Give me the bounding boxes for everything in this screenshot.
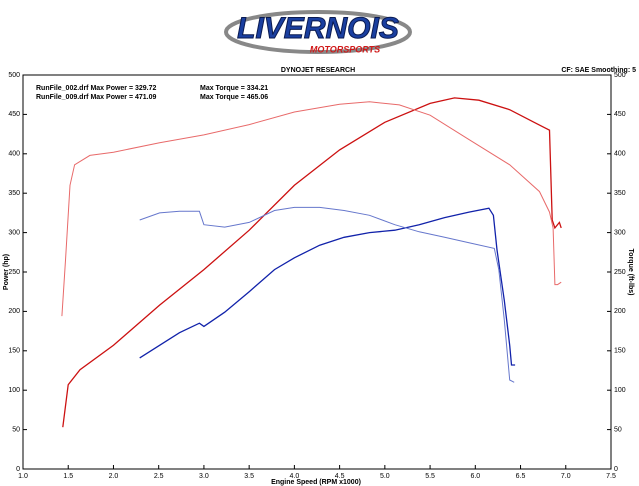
x-tick-label: 4.0 (290, 473, 300, 480)
y-tick-label: 300 (8, 229, 20, 236)
y2-tick-label: 0 (614, 466, 618, 473)
y-tick-label: 450 (8, 111, 20, 118)
x-tick-label: 3.5 (244, 473, 254, 480)
y2-tick-label: 500 (614, 72, 626, 79)
x-axis-title: Engine Speed (RPM x1000) (271, 479, 361, 486)
x-tick-label: 7.5 (606, 473, 616, 480)
x-tick-label: 2.0 (109, 473, 119, 480)
x-tick-label: 1.0 (18, 473, 28, 480)
x-tick-label: 6.0 (470, 473, 480, 480)
x-tick-label: 5.5 (425, 473, 435, 480)
series-line (139, 206, 515, 383)
y2-tick-label: 400 (614, 151, 626, 158)
y2-tick-label: 200 (614, 308, 626, 315)
logo-swoosh (224, 10, 412, 54)
annotation: RunFile_002.drf Max Power = 329.72 (36, 85, 157, 92)
series-line (61, 101, 562, 317)
series-line (139, 207, 516, 366)
y-tick-label: 250 (8, 269, 20, 276)
y-tick-label: 50 (12, 426, 20, 433)
x-tick-label: 4.5 (335, 473, 345, 480)
y2-tick-label: 450 (614, 111, 626, 118)
y2-tick-label: 150 (614, 348, 626, 355)
plot-frame (22, 74, 612, 470)
y-axis-title: Power (hp) (3, 254, 10, 290)
y2-tick-label: 50 (614, 426, 622, 433)
settings-label: CF: SAE Smoothing: 5 (561, 67, 636, 74)
y-tick-label: 400 (8, 151, 20, 158)
x-tick-label: 1.5 (63, 473, 73, 480)
logo: LIVERNOIS MOTORSPORTS (224, 10, 412, 54)
y-tick-label: 150 (8, 348, 20, 355)
y2-tick-label: 250 (614, 269, 626, 276)
y2-tick-label: 350 (614, 190, 626, 197)
x-tick-label: 7.0 (561, 473, 571, 480)
y-tick-label: 350 (8, 190, 20, 197)
y-tick-label: 500 (8, 72, 20, 79)
x-tick-label: 3.0 (199, 473, 209, 480)
y2-axis-title: Torque (ft-lbs) (627, 249, 634, 296)
annotation: Max Torque = 334.21 (200, 85, 268, 92)
chart-title: DYNOJET RESEARCH (281, 67, 355, 74)
annotation: RunFile_009.drf Max Power = 471.09 (36, 94, 157, 101)
annotation: Max Torque = 465.06 (200, 94, 268, 101)
y-tick-label: 200 (8, 308, 20, 315)
logo-tagline: MOTORSPORTS (310, 44, 380, 54)
y-tick-label: 0 (16, 466, 20, 473)
logo-name: LIVERNOIS (237, 12, 399, 45)
x-tick-label: 5.0 (380, 473, 390, 480)
x-tick-label: 6.5 (516, 473, 526, 480)
y-tick-label: 100 (8, 387, 20, 394)
x-tick-label: 2.5 (154, 473, 164, 480)
y2-tick-label: 300 (614, 229, 626, 236)
series-line (62, 97, 562, 428)
y2-tick-label: 100 (614, 387, 626, 394)
